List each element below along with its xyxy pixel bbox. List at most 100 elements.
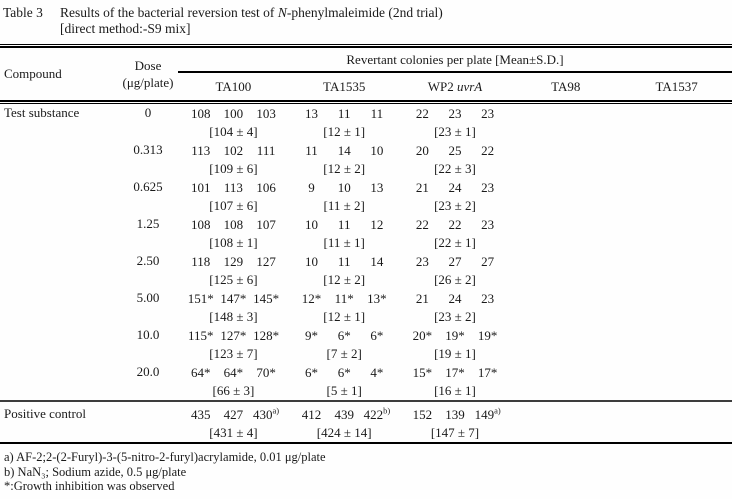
table-caption: Results of the bacterial reversion test … [60,5,728,37]
strain-cell: 9* 6* 6* [7 ± 2] [289,326,400,363]
colony-count: 145* [253,291,280,306]
strain-cells: 64* 64* 70* [66 ± 3] 6* 6* 4* [5 ± 1] 15* 17* 17*[… [178,363,732,400]
strain-cell [621,215,732,252]
table-row: 5.00 151* 147* 145* [148 ± 3] 12* 11* 13* [12 ± … [0,289,732,326]
strain-cell: 101 113 106 [107 ± 6] [178,178,289,215]
mean-sd: [431 ± 4] [209,425,258,440]
colony-count: 149a) [474,405,501,422]
colony-count: 129 [223,254,244,269]
colony-count: 128* [253,328,280,343]
compound-cell [0,363,118,400]
colony-count: 21 [415,291,429,306]
revertant-colonies-span-header: Revertant colonies per plate [Mean±S.D.]… [178,48,732,100]
mean-sd: [109 ± 6] [209,161,258,176]
compound-cell [0,141,118,178]
test-substance-rows: Test substance 0 108 100 103 [104 ± 4] 13 11 11 [… [0,104,732,400]
table-row: 1.25 108 108 107 [108 ± 1] 10 11 12 [11 ± 1] 22 22… [0,215,732,252]
colony-count: 6* [337,328,351,343]
mean-sd: [107 ± 6] [209,198,258,213]
strain-cell [621,141,732,178]
colony-count: 64* [190,365,211,380]
mean-sd [621,123,732,141]
strain-column-header: TA100 [215,78,252,94]
colony-count: 13* [367,291,387,306]
strain-cell: 12* 11* 13* [12 ± 1] [289,289,400,326]
colony-count: 23 [481,217,495,232]
colony-count: 11 [305,143,318,158]
strain-cell: 115* 127* 128* [123 ± 7] [178,326,289,363]
colony-count: 152 [412,407,433,422]
dose-cell: 5.00 [136,290,160,305]
colony-count: 10 [305,254,319,269]
strain-cell [510,363,621,400]
strain-cell [510,141,621,178]
colony-count: 139 [445,407,465,422]
mean-sd [510,123,621,141]
positive-control-separator-rule [0,400,732,402]
table-bottom-rule [0,442,732,444]
footnote-a: a) AF-2;2-(2-Furyl)-3-(5-nitro-2-furyl)a… [4,450,326,464]
mean-sd: [23 ± 1] [434,124,476,139]
mean-sd [510,382,621,400]
mean-sd: [19 ± 1] [434,346,476,361]
mean-sd: [148 ± 3] [209,309,258,324]
colony-count: 21 [415,180,429,195]
colony-count: 11 [337,106,351,121]
mean-sd: [12 ± 1] [323,309,366,324]
colony-count: 6* [305,365,319,380]
colony-count: 25 [448,143,462,158]
colony-count: 24 [448,180,462,195]
mean-sd: [12 ± 1] [323,124,366,139]
colony-count: 24 [448,291,462,306]
colony-count: 23 [448,106,462,121]
compound-cell [0,289,118,326]
strain-cells: 151* 147* 145* [148 ± 3] 12* 11* 13* [12 ± 1] 21… [178,289,732,326]
colony-count: 118 [191,254,211,269]
mean-sd [621,234,732,252]
mean-sd: [104 ± 4] [209,124,258,139]
strain-cell: 22 23 23 [23 ± 1] [400,104,511,141]
colony-count: 23 [415,254,429,269]
colony-count: 439 [334,407,354,422]
table-caption-line1: Results of the bacterial reversion test … [60,5,728,21]
table-number: Table 3 [3,5,43,20]
colony-count: 22 [415,217,429,232]
colony-count: 17* [477,365,498,380]
strain-cell: 22 22 23 [22 ± 1] [400,215,511,252]
dose-cell: 1.25 [136,216,160,231]
mean-sd: [12 ± 2] [323,272,366,287]
strain-cell [510,104,621,141]
strain-cell: 113 102 111 [109 ± 6] [178,141,289,178]
compound-cell [0,326,118,363]
colony-count: 9* [305,328,319,343]
span-header-label: Revertant colonies per plate [Mean±S.D.] [178,48,732,73]
strain-column-header: WP2 uvrA [427,78,483,94]
strain-cell: 15* 17* 17* [16 ± 1] [400,363,511,400]
mean-sd [621,197,732,215]
strain-cell: 118 129 127 [125 ± 6] [178,252,289,289]
colony-count: 27 [481,254,495,269]
mean-sd: [424 ± 14] [316,425,372,440]
colony-count: 70* [256,365,276,380]
strain-cell [621,104,732,141]
colony-count: 11 [370,106,384,121]
colony-count: 11 [337,254,351,269]
dose-column-header: Dose (μg/plate) [118,48,178,100]
strain-cell: 20 25 22 [22 ± 3] [400,141,511,178]
strain-cell: 412 439 422b) [424 ± 14] [289,405,400,442]
footnote-marker: a) [272,405,280,416]
colony-count: 22 [415,106,429,121]
strain-cell: 10 11 12 [11 ± 1] [289,215,400,252]
colony-count: 10 [337,180,351,195]
strain-cell: 23 27 27 [26 ± 2] [400,252,511,289]
strain-cells: 101 113 106 [107 ± 6] 9 10 13 [11 ± 2] 21 24 23 [23… [178,178,732,215]
mean-sd: [12 ± 2] [323,161,366,176]
strain-cells: 435 427 430a) [431 ± 4] 412 439 422b) [424 ± 14… [178,405,732,442]
colony-count: 108 [190,106,211,121]
header-bottom-rule [0,100,732,104]
strain-cell: 21 24 23 [23 ± 2] [400,289,511,326]
strain-cell [621,252,732,289]
compound-name-italic: N [277,5,287,20]
table-title: Table 3 Results of the bacterial reversi… [0,0,732,37]
colony-count: 103 [256,106,276,121]
